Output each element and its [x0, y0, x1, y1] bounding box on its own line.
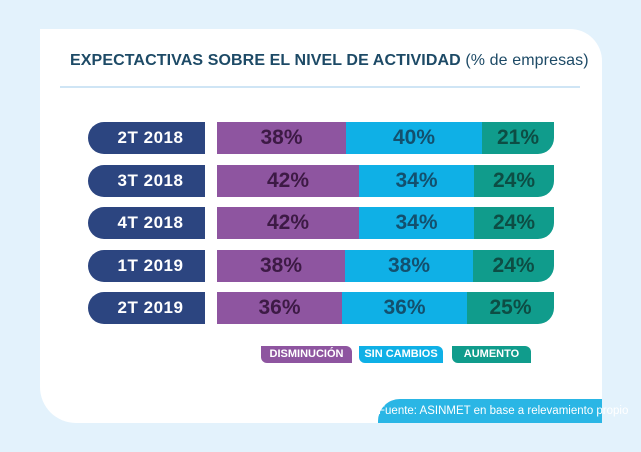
- category-label: 2T 2019: [88, 292, 205, 324]
- bar-row: 3T 2018 42% 34% 24%: [88, 164, 554, 197]
- stacked-bar: 42% 34% 24%: [217, 164, 554, 197]
- bar-segment-dis: 42%: [217, 207, 359, 239]
- chart-subtitle: (% de empresas): [465, 52, 589, 69]
- bar-row: 2T 2018 38% 40% 21%: [88, 122, 554, 154]
- category-label: 3T 2018: [88, 164, 205, 197]
- bar-segment-sin: 34%: [359, 207, 474, 239]
- bar-segment-sin: 36%: [342, 292, 467, 324]
- stacked-bar: 36% 36% 25%: [217, 292, 554, 324]
- bar-segment-dis: 38%: [217, 122, 346, 154]
- bar-segment-aum: 25%: [467, 292, 554, 324]
- bar-segment-aum: 24%: [474, 207, 554, 239]
- category-label: 2T 2018: [88, 122, 205, 154]
- title-divider: [60, 86, 580, 88]
- stacked-bar: 38% 38% 24%: [217, 249, 554, 282]
- stacked-bar: 38% 40% 21%: [217, 122, 554, 154]
- stacked-bar: 42% 34% 24%: [217, 207, 554, 239]
- bar-segment-sin: 40%: [346, 122, 482, 154]
- bar-segment-aum: 21%: [482, 122, 554, 154]
- bar-row: 2T 2019 36% 36% 25%: [88, 292, 554, 324]
- bar-segment-sin: 34%: [359, 164, 474, 197]
- chart-title-main: EXPECTACTIVAS SOBRE EL NIVEL DE ACTIVIDA…: [70, 52, 461, 69]
- bar-segment-dis: 42%: [217, 164, 359, 197]
- category-label: 4T 2018: [88, 207, 205, 239]
- bar-segment-sin: 38%: [345, 249, 473, 282]
- chart-title: EXPECTACTIVAS SOBRE EL NIVEL DE ACTIVIDA…: [70, 52, 589, 70]
- source-note: Fuente: ASINMET en base a relevamiento p…: [378, 399, 628, 423]
- legend-item-aum: AUMENTO: [452, 346, 531, 363]
- legend-item-dis: DISMINUCIÓN: [261, 346, 352, 363]
- legend-item-sin: SIN CAMBIOS: [359, 346, 443, 363]
- bar-segment-aum: 24%: [474, 164, 554, 197]
- bar-row: 4T 2018 42% 34% 24%: [88, 207, 554, 239]
- bar-row: 1T 2019 38% 38% 24%: [88, 249, 554, 282]
- category-label: 1T 2019: [88, 249, 205, 282]
- bar-segment-dis: 36%: [217, 292, 342, 324]
- bar-segment-dis: 38%: [217, 249, 345, 282]
- bar-segment-aum: 24%: [473, 249, 554, 282]
